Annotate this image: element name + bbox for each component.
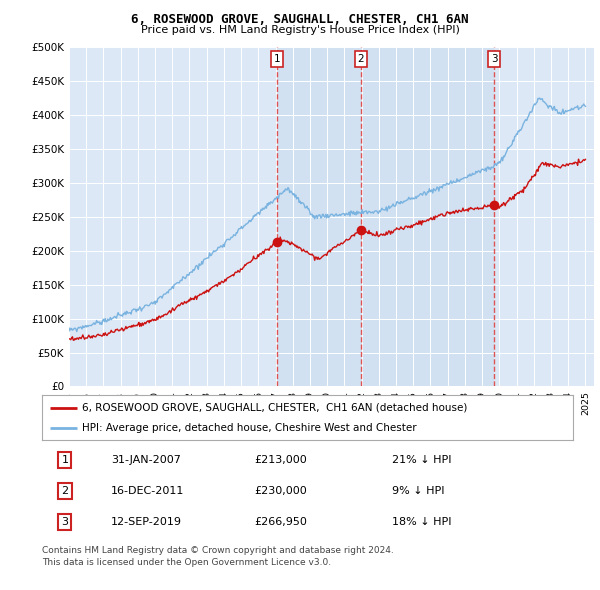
Text: 6, ROSEWOOD GROVE, SAUGHALL, CHESTER, CH1 6AN: 6, ROSEWOOD GROVE, SAUGHALL, CHESTER, CH… (131, 13, 469, 26)
Text: £230,000: £230,000 (254, 486, 307, 496)
Text: £266,950: £266,950 (254, 517, 307, 527)
Text: 2: 2 (358, 54, 364, 64)
Text: £213,000: £213,000 (254, 455, 307, 465)
Text: 3: 3 (61, 517, 68, 527)
Text: 12-SEP-2019: 12-SEP-2019 (111, 517, 182, 527)
Text: 31-JAN-2007: 31-JAN-2007 (111, 455, 181, 465)
Text: 18% ↓ HPI: 18% ↓ HPI (392, 517, 452, 527)
Text: 9% ↓ HPI: 9% ↓ HPI (392, 486, 445, 496)
Text: 1: 1 (61, 455, 68, 465)
Text: Contains HM Land Registry data © Crown copyright and database right 2024.
This d: Contains HM Land Registry data © Crown c… (42, 546, 394, 566)
Bar (277, 47, 494, 386)
Text: 2: 2 (61, 486, 68, 496)
Text: HPI: Average price, detached house, Cheshire West and Chester: HPI: Average price, detached house, Ches… (82, 424, 416, 434)
Text: 6, ROSEWOOD GROVE, SAUGHALL, CHESTER,  CH1 6AN (detached house): 6, ROSEWOOD GROVE, SAUGHALL, CHESTER, CH… (82, 403, 467, 412)
Text: 3: 3 (491, 54, 497, 64)
Text: 1: 1 (274, 54, 280, 64)
Text: Price paid vs. HM Land Registry's House Price Index (HPI): Price paid vs. HM Land Registry's House … (140, 25, 460, 35)
Text: 21% ↓ HPI: 21% ↓ HPI (392, 455, 452, 465)
Text: 16-DEC-2011: 16-DEC-2011 (111, 486, 184, 496)
